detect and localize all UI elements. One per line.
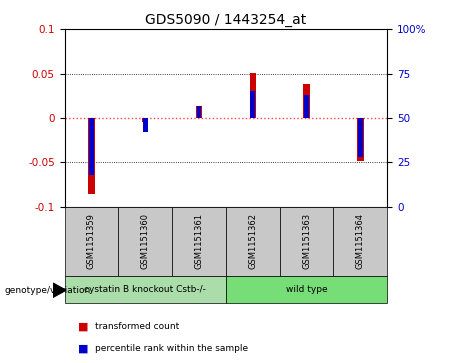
Text: ■: ■	[78, 343, 89, 354]
Bar	[358, 118, 363, 157]
Bar	[250, 91, 255, 118]
Text: GSM1151364: GSM1151364	[356, 213, 365, 269]
Bar	[357, 118, 364, 161]
Bar	[65, 276, 226, 303]
Title: GDS5090 / 1443254_at: GDS5090 / 1443254_at	[145, 13, 307, 26]
Bar	[333, 207, 387, 276]
Bar	[196, 106, 201, 118]
Bar	[226, 276, 387, 303]
Bar	[88, 118, 95, 193]
Text: GSM1151360: GSM1151360	[141, 213, 150, 269]
Bar	[196, 106, 202, 118]
Bar	[226, 207, 280, 276]
Text: GSM1151361: GSM1151361	[195, 213, 203, 269]
Text: GSM1151362: GSM1151362	[248, 213, 257, 269]
Text: genotype/variation: genotype/variation	[5, 286, 91, 295]
Text: percentile rank within the sample: percentile rank within the sample	[95, 344, 248, 353]
Text: wild type: wild type	[286, 285, 327, 294]
Bar	[65, 207, 118, 276]
Bar	[304, 95, 309, 118]
Bar	[303, 84, 310, 118]
Bar	[143, 118, 148, 132]
Bar	[118, 207, 172, 276]
Bar	[89, 118, 94, 175]
Text: GSM1151363: GSM1151363	[302, 213, 311, 269]
Text: transformed count: transformed count	[95, 322, 179, 331]
Text: ■: ■	[78, 322, 89, 332]
Polygon shape	[53, 283, 66, 297]
Bar	[142, 118, 148, 122]
Bar	[280, 207, 333, 276]
Text: GSM1151359: GSM1151359	[87, 213, 96, 269]
Text: cystatin B knockout Cstb-/-: cystatin B knockout Cstb-/-	[84, 285, 206, 294]
Bar	[249, 73, 256, 118]
Bar	[172, 207, 226, 276]
